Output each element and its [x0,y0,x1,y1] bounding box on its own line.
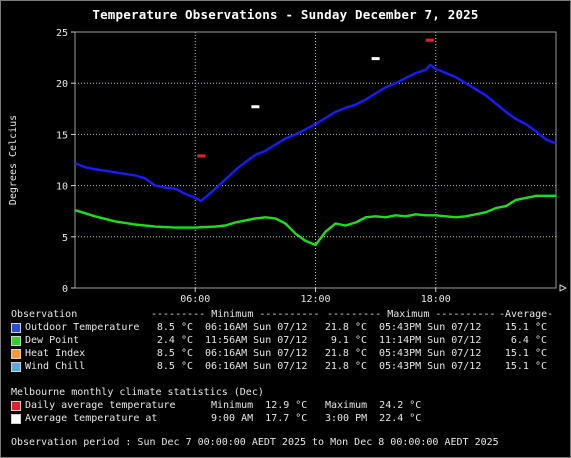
climate-swatch [11,401,21,411]
series-line-dew-point [74,194,556,247]
legend-avg-value: 15.1 °C [504,361,547,372]
legend-max-value: 9.1 °C [330,335,367,346]
legend-series-name: Wind Chill [25,361,86,372]
climate-marker [197,154,206,158]
y-tick-label: 20 [56,79,68,90]
climate-marker [425,38,434,42]
legend-swatch [11,349,21,359]
legend-swatch [11,323,21,333]
chart-title: Temperature Observations - Sunday Decemb… [92,7,479,22]
legend-min-value: 2.4 °C [156,335,193,346]
y-tick-label: 15 [56,130,68,141]
legend-max-time: 05:43PM Sun 07/12 [379,322,482,333]
legend-header-maximum: --------- Maximum ---------- [327,309,496,320]
y-tick-label: 0 [62,284,68,295]
temperature-plot: 0 5 10 15 20 25 06:00 12:00 18:00 Degrees Celciu… [8,28,568,305]
legend-max-time: 11:14PM Sun 07/12 [379,335,482,346]
climate-value-1: Minimum 12.9 °C [211,400,308,411]
legend-header: Observation [11,309,78,320]
legend-min-value: 8.5 °C [156,361,193,372]
legend-min-time: 06:16AM Sun 07/12 [205,322,308,333]
legend-min-time: 06:16AM Sun 07/12 [205,361,308,372]
legend-min-value: 8.5 °C [156,322,193,333]
legend-avg-value: 6.4 °C [510,335,547,346]
legend-avg-value: 15.1 °C [504,348,547,359]
axis-arrow-icon [559,284,568,292]
climate-swatch [11,414,21,424]
legend-min-time: 11:56AM Sun 07/12 [205,335,308,346]
climate-marker [371,57,380,61]
climate-value-2: 3:00 PM 22.4 °C [325,413,422,424]
legend-header-average: -Average- [499,309,554,320]
legend-series-name: Dew Point [25,335,80,346]
climate-marker [251,105,260,109]
observation-period: Observation period : Sun Dec 7 00:00:00 … [11,437,499,448]
x-tick-label: 12:00 [300,294,330,305]
legend-avg-value: 15.1 °C [504,322,547,333]
y-tick-label: 10 [56,182,68,193]
legend-min-time: 06:16AM Sun 07/12 [205,348,308,359]
y-axis-label: Degrees Celcius [8,115,19,205]
climate-heading: Melbourne monthly climate statistics (De… [11,387,264,398]
climate-value-2: Maximum 24.2 °C [325,400,422,411]
y-tick-label: 25 [56,28,68,39]
legend-max-value: 21.8 °C [324,361,367,372]
legend-max-value: 21.8 °C [324,322,367,333]
legend-series-name: Outdoor Temperature [25,322,140,333]
series-line-outdoor-temperature [74,63,557,203]
climate-label: Daily average temperature [25,400,176,411]
legend-max-time: 05:43PM Sun 07/12 [379,348,482,359]
y-tick-label: 5 [62,233,68,244]
legend-max-time: 05:43PM Sun 07/12 [379,361,482,372]
climate-label: Average temperature at [25,413,158,424]
climate-value-1: 9:00 AM 17.7 °C [211,413,308,424]
legend-swatch [11,362,21,372]
legend-min-value: 8.5 °C [156,348,193,359]
legend-series-name: Heat Index [25,348,86,359]
legend-swatch [11,336,21,346]
legend-max-value: 21.8 °C [324,348,367,359]
legend-header-minimum: --------- Minimum ---------- [151,309,320,320]
x-tick-label: 18:00 [421,294,451,305]
x-tick-label: 06:00 [180,294,210,305]
